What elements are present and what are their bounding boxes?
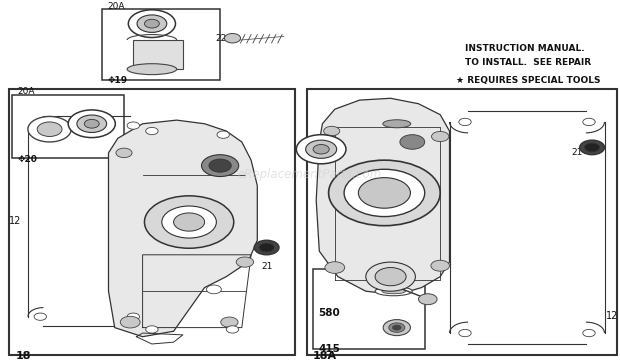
Text: 20A: 20A (17, 87, 35, 96)
Circle shape (120, 316, 140, 328)
Text: 22: 22 (215, 34, 226, 43)
Circle shape (585, 143, 600, 152)
Circle shape (127, 313, 140, 320)
Circle shape (459, 118, 471, 126)
Circle shape (431, 260, 450, 271)
Bar (307, 89, 617, 355)
Ellipse shape (383, 120, 410, 128)
Text: 20B: 20B (308, 136, 326, 146)
Circle shape (224, 33, 241, 43)
Circle shape (583, 118, 595, 126)
Polygon shape (316, 98, 450, 295)
Bar (133, 40, 183, 69)
Circle shape (459, 329, 471, 337)
Circle shape (209, 159, 231, 172)
Circle shape (324, 126, 340, 136)
Text: 18: 18 (16, 351, 31, 361)
Circle shape (375, 268, 406, 286)
Circle shape (306, 140, 337, 158)
Ellipse shape (375, 287, 412, 296)
Text: 12: 12 (606, 311, 619, 321)
Ellipse shape (127, 64, 177, 75)
Circle shape (313, 145, 329, 154)
Circle shape (37, 122, 62, 136)
Bar (313, 269, 425, 349)
Text: TO INSTALL.  SEE REPAIR: TO INSTALL. SEE REPAIR (465, 58, 591, 67)
Circle shape (144, 196, 234, 248)
Circle shape (206, 285, 221, 294)
Circle shape (254, 240, 279, 255)
Circle shape (116, 148, 132, 158)
Circle shape (583, 329, 595, 337)
Ellipse shape (382, 289, 405, 294)
Circle shape (418, 294, 437, 305)
Circle shape (128, 10, 175, 37)
Circle shape (221, 317, 238, 327)
Circle shape (296, 135, 346, 164)
Circle shape (202, 155, 239, 177)
Text: 18A: 18A (313, 351, 337, 361)
Circle shape (344, 169, 425, 217)
Circle shape (146, 127, 158, 135)
Circle shape (28, 116, 71, 142)
Circle shape (325, 262, 345, 273)
Bar (102, 9, 220, 80)
Bar (9, 89, 294, 355)
Text: 12: 12 (9, 216, 22, 226)
Circle shape (432, 131, 449, 142)
Circle shape (144, 19, 159, 28)
Circle shape (358, 178, 410, 208)
Circle shape (162, 206, 216, 238)
Text: INSTRUCTION MANUAL.: INSTRUCTION MANUAL. (465, 44, 585, 53)
Circle shape (259, 243, 274, 252)
Circle shape (392, 325, 401, 330)
Circle shape (329, 160, 440, 226)
Text: 21: 21 (261, 262, 272, 271)
Circle shape (146, 326, 158, 333)
Circle shape (127, 122, 140, 129)
Text: ✥19: ✥19 (107, 76, 127, 86)
Text: 20A: 20A (107, 2, 125, 11)
Circle shape (400, 135, 425, 149)
Text: 580: 580 (318, 308, 340, 317)
Circle shape (383, 320, 410, 336)
Text: 21: 21 (572, 147, 583, 157)
Circle shape (174, 213, 205, 231)
Circle shape (68, 110, 115, 138)
Circle shape (226, 326, 239, 333)
Text: eReplacementParts.com: eReplacementParts.com (238, 168, 382, 181)
Polygon shape (108, 120, 257, 337)
Circle shape (366, 262, 415, 291)
Circle shape (77, 115, 107, 132)
Circle shape (380, 276, 395, 285)
Circle shape (236, 257, 254, 267)
Bar (12, 95, 124, 158)
Circle shape (34, 122, 46, 129)
Circle shape (84, 119, 99, 128)
Circle shape (137, 15, 167, 32)
Circle shape (34, 313, 46, 320)
Text: 415: 415 (318, 344, 340, 354)
Circle shape (217, 131, 229, 138)
Text: ✥20: ✥20 (17, 155, 37, 164)
Circle shape (389, 323, 405, 332)
Text: ★ REQUIRES SPECIAL TOOLS: ★ REQUIRES SPECIAL TOOLS (456, 76, 600, 86)
Circle shape (580, 140, 604, 155)
